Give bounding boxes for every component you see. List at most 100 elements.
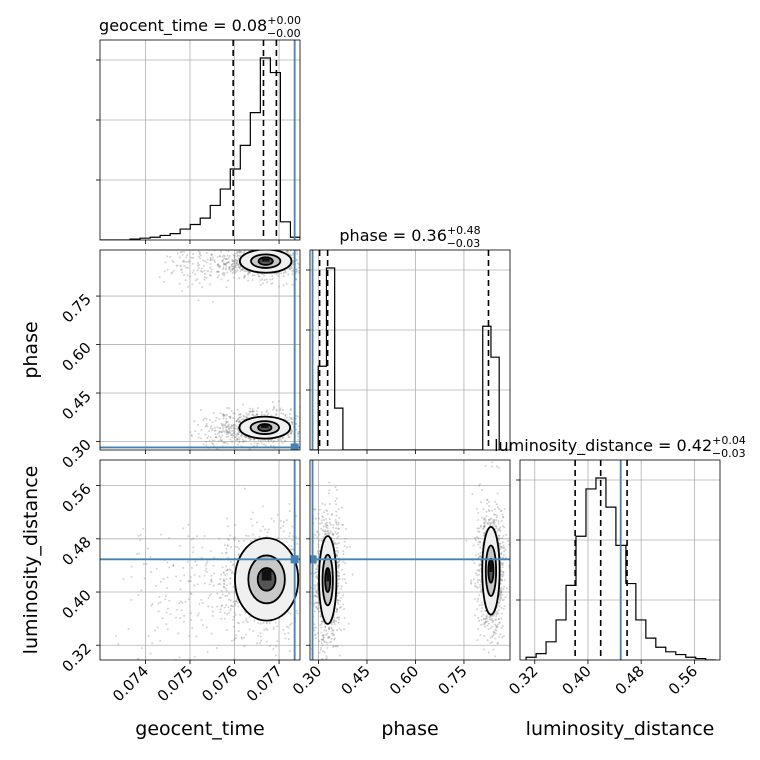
- sample-point: [499, 545, 502, 548]
- sample-point: [330, 513, 333, 516]
- sample-point: [318, 610, 321, 613]
- sample-point: [269, 444, 272, 447]
- sample-point: [287, 252, 290, 255]
- sample-point: [336, 489, 339, 492]
- sample-point: [337, 582, 340, 585]
- sample-point: [495, 465, 498, 468]
- sample-point: [491, 619, 494, 622]
- sample-point: [483, 525, 486, 528]
- sample-point: [243, 277, 246, 280]
- sample-point: [210, 254, 213, 257]
- sample-point: [488, 615, 491, 618]
- sample-point: [274, 621, 277, 624]
- sample-point: [477, 573, 480, 576]
- x-tick-label: 0.60: [386, 662, 422, 698]
- sample-point: [277, 438, 280, 441]
- sample-point: [262, 443, 265, 446]
- sample-point: [314, 633, 317, 636]
- sample-point: [316, 568, 319, 571]
- sample-point: [215, 436, 218, 439]
- sample-point: [251, 278, 254, 281]
- sample-point: [234, 264, 237, 267]
- sample-point: [320, 527, 323, 530]
- sample-point: [307, 435, 309, 437]
- sample-point: [234, 604, 237, 607]
- sample-point: [221, 413, 224, 416]
- sample-point: [191, 262, 194, 265]
- sample-point: [226, 544, 229, 547]
- sample-point: [237, 539, 240, 542]
- sample-point: [316, 593, 319, 596]
- sample-point: [290, 622, 293, 625]
- sample-point: [488, 501, 491, 504]
- sample-point: [260, 413, 263, 416]
- sample-point: [187, 260, 190, 263]
- sample-point: [221, 273, 224, 276]
- sample-point: [230, 639, 233, 642]
- sample-point: [184, 600, 187, 603]
- sample-point: [232, 563, 235, 566]
- sample-point: [157, 602, 160, 605]
- sample-point: [289, 254, 292, 257]
- sample-point: [151, 603, 154, 606]
- sample-point: [330, 626, 333, 629]
- sample-point: [296, 415, 299, 418]
- sample-point: [242, 403, 245, 406]
- sample-point: [324, 625, 327, 628]
- sample-point: [476, 569, 479, 572]
- sample-point: [271, 401, 274, 404]
- sample-point: [186, 266, 189, 269]
- sample-point: [237, 421, 240, 424]
- sample-point: [500, 627, 503, 630]
- sample-point: [485, 502, 488, 505]
- sample-point: [236, 438, 239, 441]
- sample-point: [325, 657, 328, 660]
- sample-point: [328, 517, 331, 520]
- sample-point: [323, 651, 326, 654]
- sample-point: [289, 432, 292, 435]
- sample-point: [238, 277, 241, 280]
- sample-point: [179, 600, 182, 603]
- panel-frame: [99, 249, 301, 451]
- sample-point: [234, 272, 237, 275]
- sample-point: [304, 430, 306, 432]
- sample-point: [504, 596, 507, 599]
- sample-point: [481, 606, 484, 609]
- sample-point: [301, 571, 303, 573]
- sample-point: [209, 270, 212, 273]
- sample-point: [253, 410, 256, 413]
- sample-point: [469, 581, 472, 584]
- sample-point: [235, 261, 238, 264]
- sample-point: [336, 610, 339, 613]
- sample-point: [190, 618, 193, 621]
- sample-point: [282, 412, 285, 415]
- sample-point: [244, 440, 247, 443]
- sample-point: [275, 645, 278, 648]
- sample-point: [259, 247, 261, 249]
- sample-point: [316, 565, 319, 568]
- sample-point: [230, 604, 233, 607]
- sample-point: [330, 627, 333, 630]
- sample-point: [334, 518, 337, 521]
- sample-point: [257, 622, 260, 625]
- sample-point: [248, 410, 251, 413]
- sample-point: [190, 433, 193, 436]
- sample-point: [314, 633, 317, 636]
- contour-line: [238, 415, 292, 440]
- sample-point: [477, 543, 480, 546]
- sample-point: [479, 586, 482, 589]
- sample-point: [189, 431, 192, 434]
- sample-point: [279, 519, 282, 522]
- sample-point: [235, 258, 238, 261]
- sample-point: [206, 436, 209, 439]
- sample-point: [168, 566, 171, 569]
- sample-point: [314, 550, 316, 552]
- sample-point: [335, 510, 338, 513]
- sample-point: [236, 418, 239, 421]
- sample-point: [486, 617, 489, 620]
- sample-point: [225, 425, 228, 428]
- sample-point: [339, 599, 342, 602]
- sample-point: [333, 638, 336, 641]
- sample-point: [247, 279, 250, 282]
- sample-point: [231, 258, 234, 261]
